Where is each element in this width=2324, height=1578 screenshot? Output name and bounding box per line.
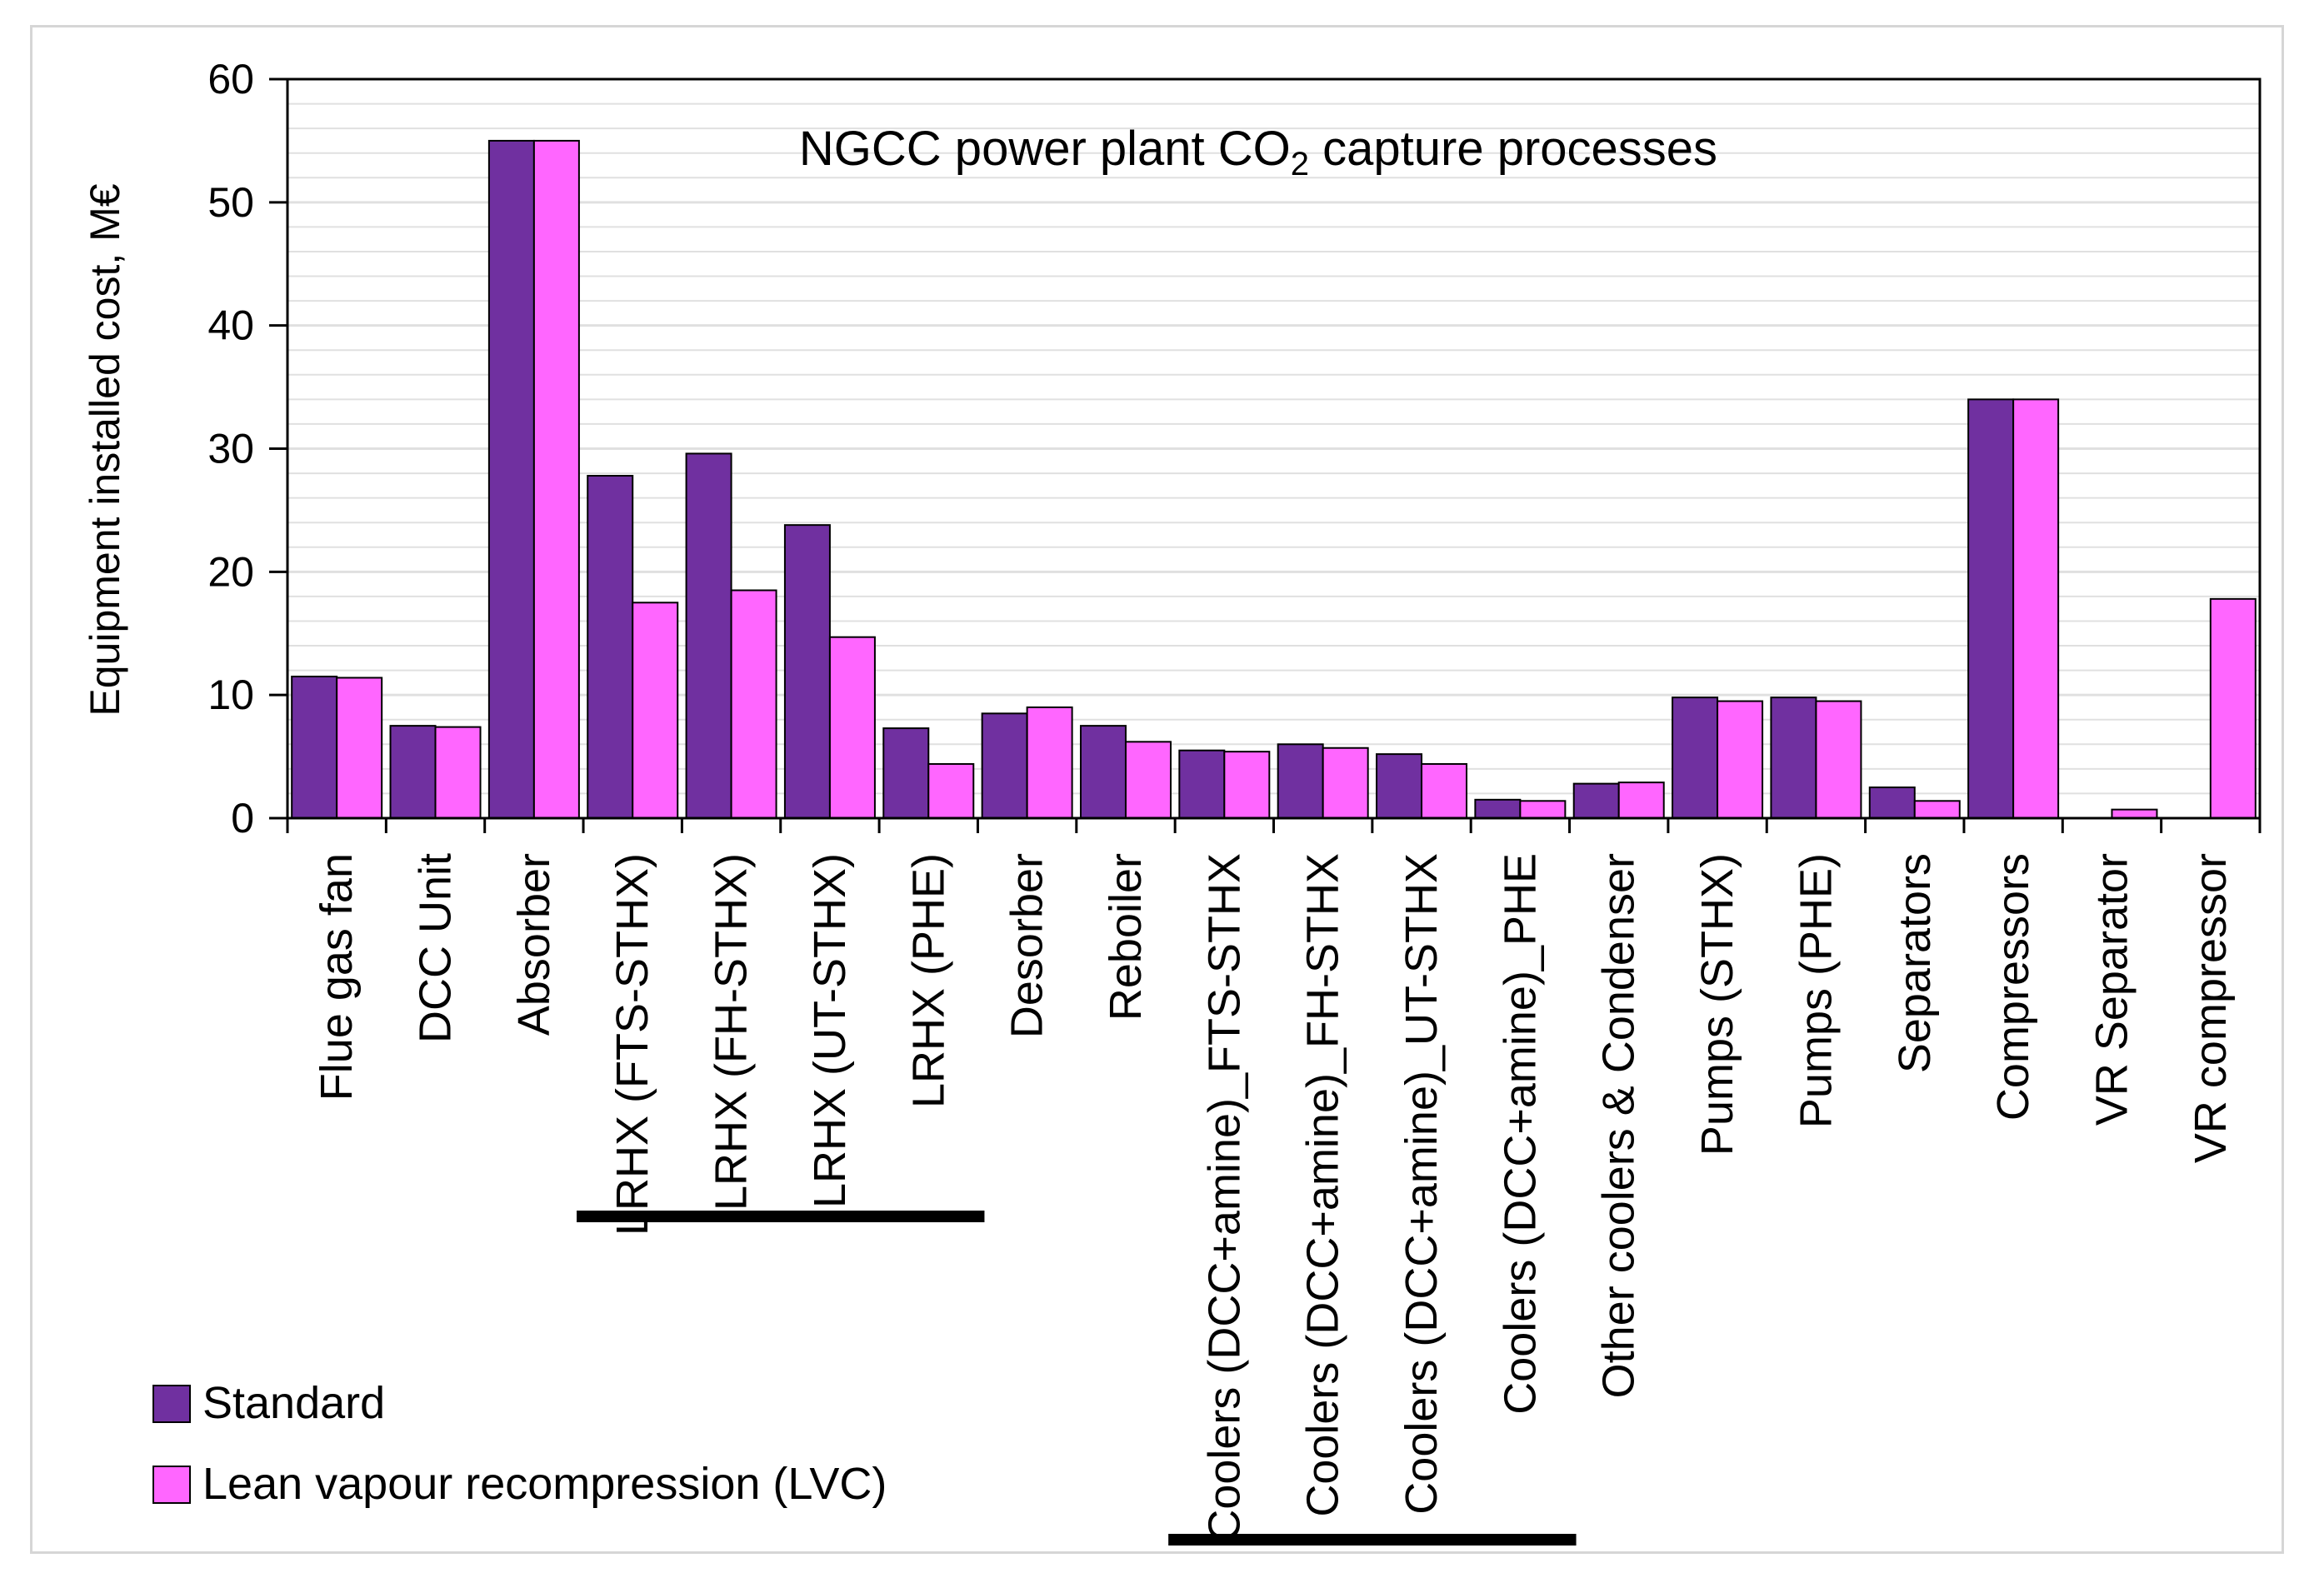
bar-standard <box>981 712 1028 820</box>
y-tick-label: 40 <box>207 302 254 349</box>
x-category-label: LRHX (UT-STHX) <box>805 853 855 1208</box>
bar-standard <box>1376 753 1423 819</box>
bar-standard <box>587 475 634 819</box>
x-category-label: Pumps (PHE) <box>1791 853 1841 1128</box>
bar-lvc <box>1913 800 1961 820</box>
bar-lvc <box>1815 700 1862 820</box>
x-category-label: VR compressor <box>2186 853 2236 1163</box>
x-category-label: Other coolers & Condenser <box>1594 853 1644 1398</box>
bar-lvc <box>1519 800 1567 820</box>
y-tick-label: 30 <box>207 426 254 472</box>
x-category-label: Coolers (DCC+amine)_FH-STHX <box>1298 853 1348 1517</box>
x-category-label: VR Separator <box>2087 853 2137 1126</box>
bar-lvc <box>2111 808 2158 820</box>
chart-title-main: NGCC power plant CO <box>799 122 1291 176</box>
bar-standard <box>882 727 930 819</box>
bar-standard <box>487 139 535 819</box>
x-category-label: LRHX (FTS-STHX) <box>607 853 657 1236</box>
bar-lvc <box>927 762 975 819</box>
bar-lvc <box>1717 700 1764 820</box>
chart-frame <box>30 25 2284 1554</box>
x-category-label: Compressors <box>1988 853 2038 1121</box>
chart-title-subscript: 2 <box>1291 146 1309 182</box>
gridlines <box>287 77 2260 820</box>
bar-lvc <box>1026 706 1073 820</box>
bars <box>291 139 2257 820</box>
bar-lvc <box>336 677 383 819</box>
y-tick-label: 0 <box>231 795 254 841</box>
legend-swatch-lvc <box>152 1466 191 1504</box>
x-category-label: Coolers (DCC+amine)_UT-STHX <box>1397 853 1447 1515</box>
x-category-label: DCC Unit <box>411 853 461 1043</box>
chart-title: NGCC power plant CO2 capture processes <box>799 122 1717 182</box>
x-category-label: Coolers (DCC+amine)_FTS-STHX <box>1199 853 1249 1542</box>
x-category-label: Flue gas fan <box>312 853 362 1101</box>
bar-standard <box>1672 697 1719 820</box>
bar-lvc <box>632 602 679 820</box>
bar-lvc <box>828 636 876 819</box>
bar-lvc <box>1124 741 1172 819</box>
group-underlines <box>577 1211 1577 1546</box>
x-category-label: LRHX (FH-STHX) <box>707 853 757 1211</box>
bar-lvc <box>434 726 482 819</box>
bar-standard <box>1967 398 2015 819</box>
bar-standard <box>1868 787 1916 820</box>
bar-standard <box>1474 798 1522 820</box>
bar-lvc <box>1421 762 1468 819</box>
x-category-label: Desorber <box>1002 853 1052 1038</box>
bar-standard <box>1079 725 1127 819</box>
x-category-label: Reboiler <box>1101 853 1151 1021</box>
x-category-label: LRHX (PHE) <box>903 853 953 1108</box>
bar-lvc <box>2209 597 2257 820</box>
axes <box>269 77 2262 833</box>
bar-lvc <box>1617 782 1665 820</box>
x-category-label: Absorber <box>509 853 559 1036</box>
bar-lvc <box>1223 751 1271 819</box>
bar-standard <box>1770 697 1817 820</box>
y-tick-label: 20 <box>207 548 254 595</box>
bar-lvc <box>1322 747 1369 819</box>
legend-swatch-standard <box>152 1385 191 1423</box>
bar-standard <box>389 725 437 819</box>
x-category-label: Pumps (STHX) <box>1692 853 1742 1156</box>
bar-standard <box>1572 782 1620 820</box>
bar-standard <box>1277 743 1324 819</box>
x-category-label: Separators <box>1890 853 1940 1073</box>
y-axis-title: Equipment installed cost, M€ <box>82 183 128 716</box>
y-tick-label: 60 <box>207 56 254 102</box>
y-tick-label: 10 <box>207 672 254 718</box>
legend-label-standard: Standard <box>202 1378 385 1428</box>
chart-title-rest: capture processes <box>1309 122 1717 176</box>
bar-standard <box>1178 749 1226 819</box>
y-tick-labels: 0 10 20 30 40 50 60 <box>207 56 254 841</box>
legend-label-lvc: Lean vapour recompression (LVC) <box>202 1459 887 1509</box>
y-tick-label: 50 <box>207 179 254 226</box>
x-category-labels: Flue gas fan DCC Unit Absorber LRHX (FTS-ST… <box>312 853 2236 1542</box>
x-category-label: Coolers (DCC+amine)_PHE <box>1495 853 1545 1415</box>
bar-lvc <box>730 589 777 820</box>
bar-standard <box>783 524 831 819</box>
bar-lvc <box>2012 398 2060 819</box>
legend: Standard Lean vapour recompression (LVC) <box>152 1378 887 1509</box>
bar-lvc <box>532 139 580 819</box>
bar-standard <box>685 452 732 819</box>
bar-standard <box>291 675 338 819</box>
